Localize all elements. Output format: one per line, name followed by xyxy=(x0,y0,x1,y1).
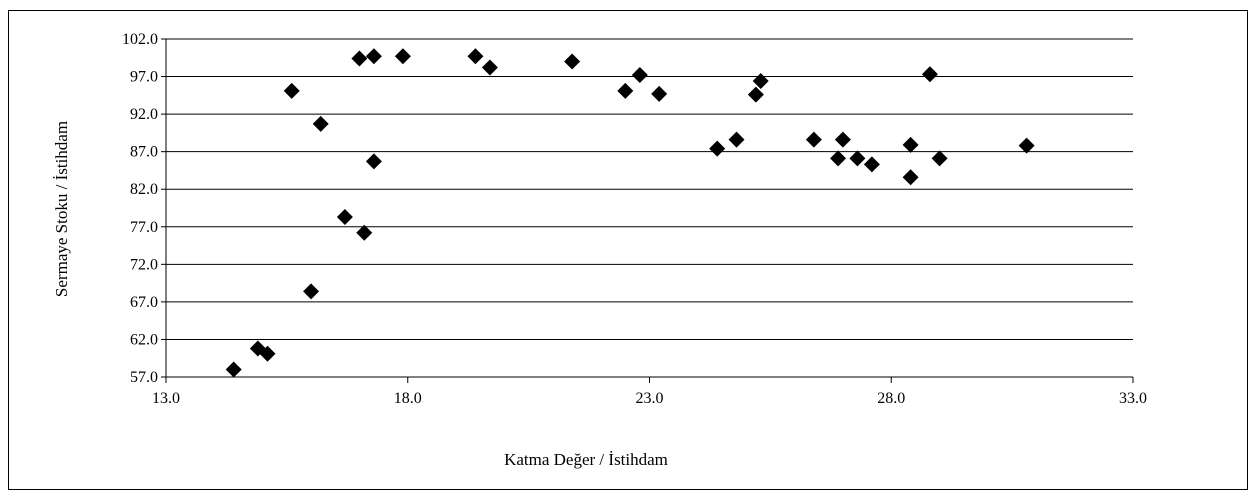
y-axis-title: Sermaye Stoku / İstihdam xyxy=(52,121,71,297)
data-point xyxy=(709,140,726,157)
data-point xyxy=(1018,137,1035,154)
data-point xyxy=(902,136,919,153)
y-tick-label: 87.0 xyxy=(130,144,158,161)
data-point xyxy=(830,150,847,167)
y-tick-label: 57.0 xyxy=(130,369,158,386)
y-tick-label: 97.0 xyxy=(130,69,158,86)
x-tick-label: 23.0 xyxy=(636,390,664,407)
y-tick-label: 62.0 xyxy=(130,331,158,348)
data-point xyxy=(834,131,851,148)
y-tick-label: 92.0 xyxy=(130,106,158,123)
data-point xyxy=(351,50,368,67)
x-axis-title: Katma Değer / İstihdam xyxy=(504,450,668,469)
data-point xyxy=(747,86,764,103)
data-point xyxy=(752,73,769,90)
data-point xyxy=(259,345,276,362)
data-point xyxy=(651,85,668,102)
x-axis: 13.0 18.0 23.0 28.0 33.0 xyxy=(152,376,1147,407)
data-point xyxy=(863,156,880,173)
data-point xyxy=(564,53,581,70)
data-point xyxy=(805,131,822,148)
x-tick-label: 33.0 xyxy=(1119,390,1147,407)
y-tick-label: 102.0 xyxy=(122,31,158,48)
x-tick-label: 28.0 xyxy=(877,390,905,407)
data-point xyxy=(365,153,382,170)
chart-frame: 57.0 62.0 67.0 72.0 77.0 82.0 87.0 92.0 97.0 102.… xyxy=(8,10,1248,490)
data-point xyxy=(921,66,938,83)
data-point xyxy=(481,59,498,76)
data-point xyxy=(312,115,329,132)
scatter-chart: 57.0 62.0 67.0 72.0 77.0 82.0 87.0 92.0 97.0 102.… xyxy=(52,31,1147,469)
data-point xyxy=(365,48,382,65)
y-tick-label: 67.0 xyxy=(130,294,158,311)
data-point xyxy=(728,131,745,148)
data-point xyxy=(902,169,919,186)
data-points xyxy=(225,48,1035,378)
data-point xyxy=(931,150,948,167)
y-tick-label: 82.0 xyxy=(130,181,158,198)
data-point xyxy=(631,67,648,84)
grid-lines xyxy=(166,38,1133,378)
data-point xyxy=(617,82,634,99)
data-point xyxy=(356,224,373,241)
data-point xyxy=(467,48,484,65)
data-point xyxy=(394,48,411,65)
data-point xyxy=(336,209,353,226)
data-point xyxy=(849,150,866,167)
data-point xyxy=(283,82,300,99)
y-axis: 57.0 62.0 67.0 72.0 77.0 82.0 87.0 92.0 97.0 102.… xyxy=(122,31,167,386)
data-point xyxy=(303,283,320,300)
x-tick-label: 13.0 xyxy=(152,390,180,407)
data-point xyxy=(225,361,242,378)
x-tick-label: 18.0 xyxy=(394,390,422,407)
y-tick-label: 72.0 xyxy=(130,256,158,273)
y-tick-label: 77.0 xyxy=(130,219,158,236)
